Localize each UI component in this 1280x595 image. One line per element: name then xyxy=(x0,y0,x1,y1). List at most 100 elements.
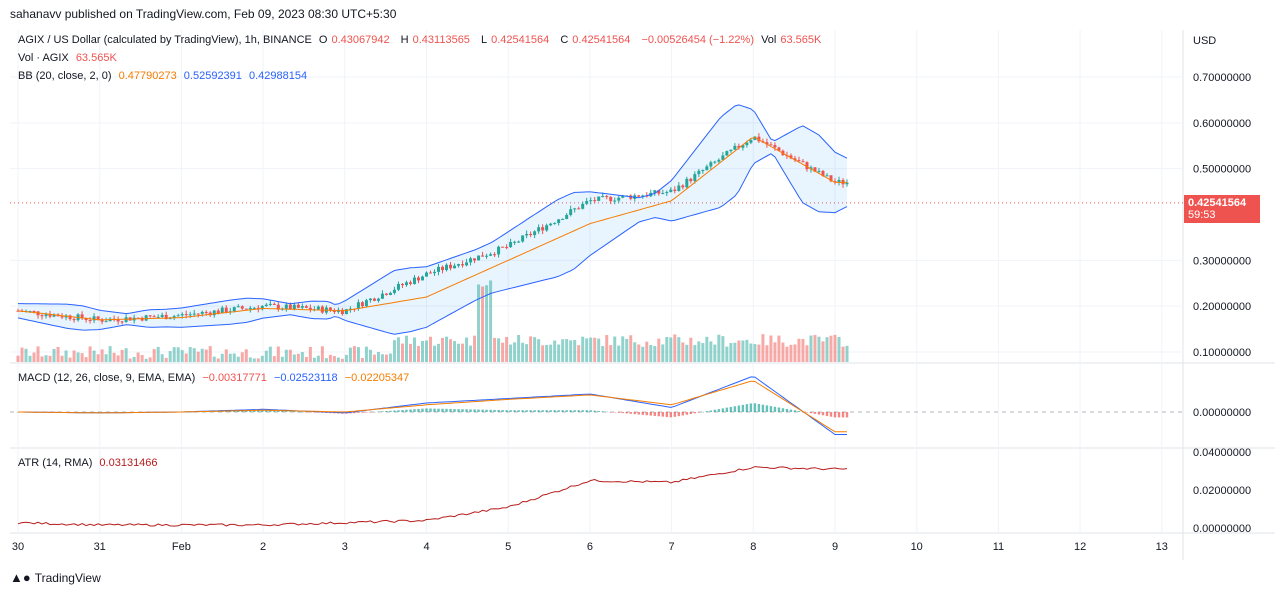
volume-bar xyxy=(653,345,657,362)
candle-body xyxy=(88,320,92,322)
candle-body xyxy=(481,255,485,257)
y-tick-label: 0.04000000 xyxy=(1193,447,1251,459)
macd-hist-bar xyxy=(793,410,797,412)
volume-bar xyxy=(513,342,517,362)
volume-bar xyxy=(404,335,408,362)
candle-body xyxy=(364,300,368,307)
macd-hist-bar xyxy=(557,410,560,412)
macd-hist-bar xyxy=(565,410,568,412)
volume-bar xyxy=(300,352,304,362)
volume-bar xyxy=(344,354,348,362)
macd-hist-bar xyxy=(309,412,312,413)
volume-bar xyxy=(433,345,437,362)
volume-bar xyxy=(188,347,192,362)
candle-body xyxy=(777,147,781,151)
volume-bar xyxy=(533,337,537,362)
candle-body xyxy=(845,182,849,185)
volume-bar xyxy=(108,346,112,362)
macd-hist-bar xyxy=(765,405,769,412)
candle-body xyxy=(485,255,489,257)
volume-bar xyxy=(785,346,789,362)
macd-hist-bar xyxy=(685,412,689,415)
candle-body xyxy=(404,282,408,286)
volume-bar xyxy=(477,284,481,362)
candle-body xyxy=(425,272,428,277)
tradingview-footer[interactable]: ▲● TradingView xyxy=(10,570,101,585)
y-tick-label: 0.00000000 xyxy=(1193,523,1251,535)
candle-body xyxy=(192,313,196,315)
macd-hist-bar xyxy=(509,410,512,412)
volume-bar xyxy=(148,357,152,362)
volume-bar xyxy=(272,356,276,362)
candle-body xyxy=(344,309,348,315)
candle-body xyxy=(541,227,545,231)
volume-bar xyxy=(561,339,565,362)
volume-bar xyxy=(801,339,805,362)
volume-bar xyxy=(741,340,745,362)
candle-body xyxy=(613,200,617,202)
volume-bar xyxy=(364,346,368,362)
volume-bar xyxy=(408,343,412,362)
candle-body xyxy=(477,255,481,261)
volume-bar xyxy=(505,336,509,362)
volume-bar xyxy=(124,348,128,362)
atr-legend[interactable]: ATR (14, RMA) 0.03131466 xyxy=(18,457,158,469)
macd-hist-bar xyxy=(397,410,400,412)
volume-bar xyxy=(80,353,84,362)
macd-hist-bar xyxy=(501,410,504,412)
candle-body xyxy=(713,161,717,163)
macd-hist-bar xyxy=(517,410,520,412)
volume-bar xyxy=(473,335,477,362)
candle-body xyxy=(517,241,521,243)
volume-bar xyxy=(713,344,717,362)
volume-bar xyxy=(16,355,20,362)
candle-body xyxy=(601,196,605,198)
symbol-label[interactable]: AGIX / US Dollar (calculated by TradingV… xyxy=(18,34,312,46)
macd-line xyxy=(18,376,847,435)
volume-bar xyxy=(208,346,212,362)
atr-pane xyxy=(17,466,848,527)
macd-hist-bar xyxy=(513,410,516,412)
macd-hist-bar xyxy=(317,412,320,413)
macd-hist-bar xyxy=(737,405,741,412)
macd-hist-bar xyxy=(593,410,596,412)
volume-bar xyxy=(244,349,248,362)
volume-bar xyxy=(781,342,785,362)
macd-legend[interactable]: MACD (12, 26, close, 9, EMA, EMA) −0.003… xyxy=(18,372,410,384)
macd-hist-bar xyxy=(525,410,528,412)
x-tick-label: 31 xyxy=(94,541,106,553)
volume-bar xyxy=(489,280,493,362)
macd-hist-bar xyxy=(813,412,817,414)
candle-body xyxy=(156,316,160,318)
volume-bar xyxy=(553,340,557,362)
candle-body xyxy=(801,161,805,163)
macd-hist-bar xyxy=(809,412,813,414)
macd-hist-bar xyxy=(717,409,721,412)
candle-body xyxy=(376,298,380,301)
candle-body xyxy=(332,310,336,312)
candle-body xyxy=(372,298,376,301)
volume-bar xyxy=(845,345,849,362)
candle-body xyxy=(408,282,412,284)
macd-hist-bar xyxy=(417,408,420,412)
volume-bar xyxy=(761,334,765,362)
macd-hist-bar xyxy=(377,411,380,413)
candle-body xyxy=(224,307,228,313)
macd-hist-bar xyxy=(389,410,392,412)
volume-legend[interactable]: Vol · AGIX 63.565K xyxy=(18,52,117,64)
candle-body xyxy=(597,196,601,201)
macd-hist-bar xyxy=(253,410,256,412)
volume-bar xyxy=(308,346,312,362)
candle-body xyxy=(593,200,597,202)
macd-hist-value: −0.00317771 xyxy=(202,372,267,384)
macd-hist-bar xyxy=(521,410,524,412)
macd-hist-bar xyxy=(497,409,500,412)
volume-bar xyxy=(721,336,725,362)
volume-bar xyxy=(264,350,268,362)
publish-header: sahanavv published on TradingView.com, F… xyxy=(10,7,397,21)
candle-body xyxy=(96,316,100,320)
macd-hist-bar xyxy=(321,412,324,413)
candle-body xyxy=(168,318,172,320)
bb-legend[interactable]: BB (20, close, 2, 0) 0.47790273 0.525923… xyxy=(18,70,308,82)
